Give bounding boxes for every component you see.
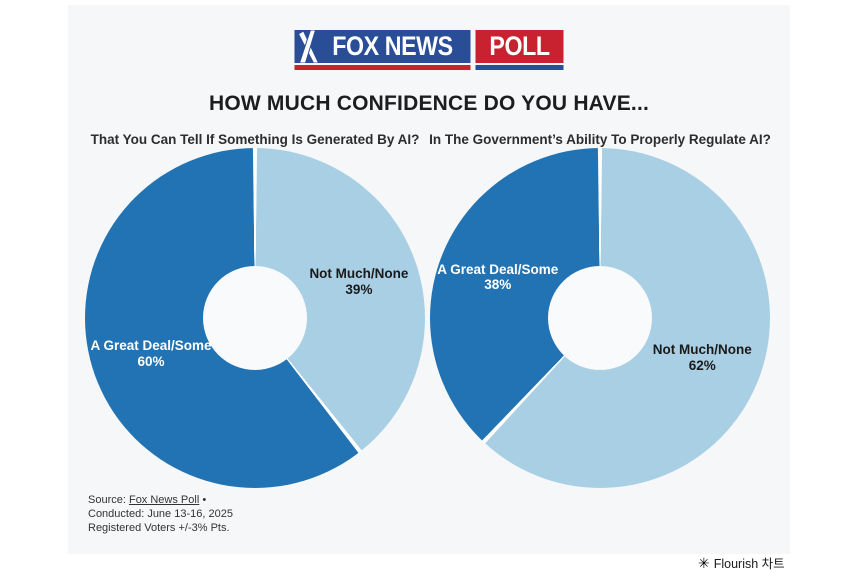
flourish-logo-icon: ✳ (698, 554, 710, 571)
source-prefix: Source: (88, 494, 129, 506)
logo-poll-text: POLL (489, 31, 550, 61)
flourish-attribution-text: Flourish 차트 (713, 557, 785, 571)
slice-label: A Great Deal/Some 60% (91, 338, 212, 370)
donut-hole-right (548, 266, 652, 370)
source-suffix: • (199, 494, 207, 506)
slice-category: A Great Deal/Some (90, 338, 212, 354)
slice-value: 39% (345, 282, 373, 298)
source-link[interactable]: Fox News Poll (128, 494, 200, 506)
poll-card: FOX NEWS POLL HOW MUCH CONFIDENCE DO YOU… (68, 5, 790, 554)
logo-fox-news-box: FOX NEWS (294, 30, 471, 63)
slice-label: Not Much/None 62% (653, 343, 752, 375)
slice-category: Not Much/None (652, 342, 752, 358)
donut-chart-left[interactable]: Not Much/None 39% A Great Deal/Some 60% (85, 148, 425, 488)
logo-poll-block: POLL (475, 30, 564, 70)
logo-blue-underline (475, 65, 564, 70)
logo-fox-news-text: FOX NEWS (332, 31, 453, 61)
slice-category: Not Much/None (309, 266, 409, 282)
slice-category: A Great Deal/Some (437, 261, 559, 277)
source-line-1: Source: Fox News Poll • (88, 494, 233, 508)
slice-value: 62% (688, 358, 716, 374)
logo-fox-news-block: FOX NEWS (294, 30, 471, 70)
slice-value: 60% (137, 353, 165, 369)
source-line-3: Registered Voters +/-3% Pts. (88, 521, 230, 534)
slice-label: A Great Deal/Some 38% (437, 262, 558, 294)
chart-subtitle-right: In The Government’s Ability To Properly … (429, 132, 771, 147)
donut-chart-right[interactable]: Not Much/None 62% A Great Deal/Some 38% (430, 148, 770, 488)
chart-subtitle-left: That You Can Tell If Something Is Genera… (90, 132, 420, 147)
searchlight-icon (297, 30, 320, 63)
logo-red-underline (294, 65, 471, 70)
slice-value: 38% (484, 277, 512, 293)
fox-news-poll-logo: FOX NEWS POLL (294, 30, 564, 70)
slice-label: Not Much/None 39% (309, 266, 408, 298)
flourish-attribution[interactable]: ✳ Flourish 차트 (698, 553, 785, 572)
source-note: Source: Fox News Poll • Conducted: June … (88, 494, 233, 535)
logo-poll-box: POLL (475, 30, 564, 63)
source-line-2: Conducted: June 13-16, 2025 (88, 507, 233, 520)
page-title: HOW MUCH CONFIDENCE DO YOU HAVE... (208, 92, 650, 115)
donut-hole-left (203, 266, 307, 370)
